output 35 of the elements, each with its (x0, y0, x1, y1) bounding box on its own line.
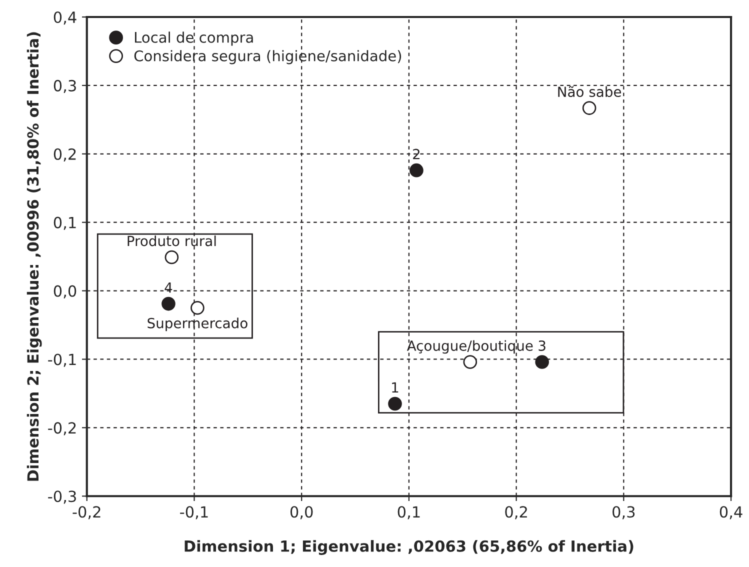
x-tick-label: -0,1 (180, 506, 208, 520)
y-tick-label: -0,1 (48, 354, 76, 367)
annotation: Açougue/boutique (406, 340, 533, 354)
point (582, 101, 596, 115)
point (410, 163, 424, 178)
x-tick-label: 0,3 (612, 506, 635, 520)
y-tick-label: -0,3 (48, 490, 76, 504)
point (162, 296, 176, 311)
x-tick-label: 0,0 (290, 506, 313, 520)
y-tick-label: 0,4 (54, 11, 76, 25)
x-tick-label: 0,2 (505, 506, 527, 520)
y-tick-label: -0,2 (48, 422, 76, 436)
point (463, 355, 478, 369)
x-tick-label: -0,2 (72, 506, 100, 520)
annotation: 3 (538, 340, 546, 351)
point (535, 355, 549, 369)
x-tick-label: 0,1 (398, 506, 420, 520)
y-tick-label: 0,2 (54, 148, 76, 162)
annotation: Supermercado (148, 318, 248, 332)
legend-label: Considera segura (higiene/sanidade) (134, 50, 402, 64)
point (164, 250, 179, 264)
annotation: Produto rural (128, 235, 216, 246)
annotation: 2 (413, 148, 420, 160)
y-axis-title: Dimension 2; Eigenvalue: ,00996 (31,80% of Inertia) (26, 32, 42, 481)
annotation: Não sabe (558, 86, 622, 98)
y-tick-label: 0,0 (54, 285, 76, 298)
annotation: 4 (164, 282, 172, 293)
x-tick-label: 0,4 (720, 506, 742, 520)
legend-label: Local de compra (134, 32, 253, 46)
point (388, 396, 402, 411)
x-axis-title: Dimension 1; Eigenvalue: ,02063 (65,86% of Inertia) (184, 540, 634, 555)
point (190, 300, 204, 315)
annotation: 1 (392, 382, 398, 392)
y-tick-label: 0,3 (54, 80, 76, 94)
y-tick-label: 0,1 (54, 216, 76, 230)
